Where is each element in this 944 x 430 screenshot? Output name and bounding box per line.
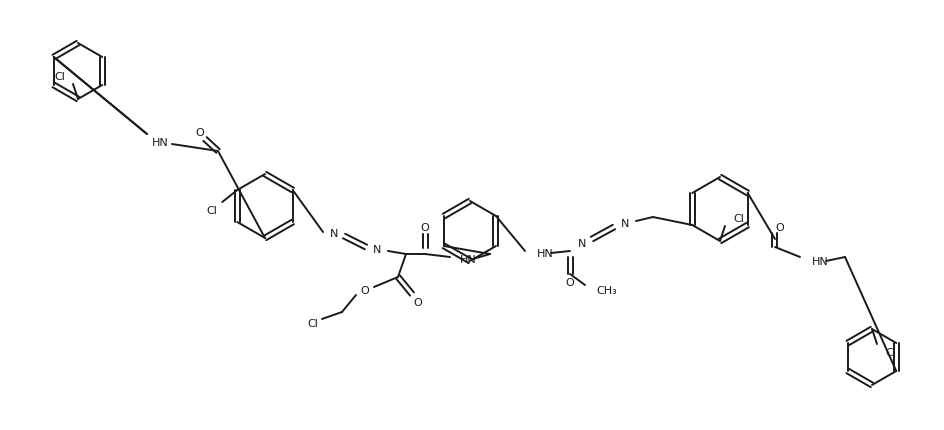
Text: O: O xyxy=(565,277,574,287)
Text: Cl: Cl xyxy=(885,347,896,357)
Text: N: N xyxy=(329,228,338,239)
Text: HN: HN xyxy=(152,138,168,147)
Text: O: O xyxy=(195,128,204,138)
Text: N: N xyxy=(578,239,586,249)
Text: N: N xyxy=(621,218,630,228)
Text: HN: HN xyxy=(812,256,829,266)
Text: Cl: Cl xyxy=(207,206,218,215)
Text: CH₃: CH₃ xyxy=(596,286,616,295)
Text: HN: HN xyxy=(460,255,477,264)
Text: O: O xyxy=(421,222,430,233)
Text: HN: HN xyxy=(537,249,554,258)
Text: Cl: Cl xyxy=(308,318,318,328)
Text: Cl: Cl xyxy=(54,72,65,82)
Text: N: N xyxy=(373,244,381,255)
Text: Cl: Cl xyxy=(733,214,744,224)
Text: O: O xyxy=(413,297,422,307)
Text: O: O xyxy=(361,286,369,295)
Text: O: O xyxy=(776,222,784,233)
